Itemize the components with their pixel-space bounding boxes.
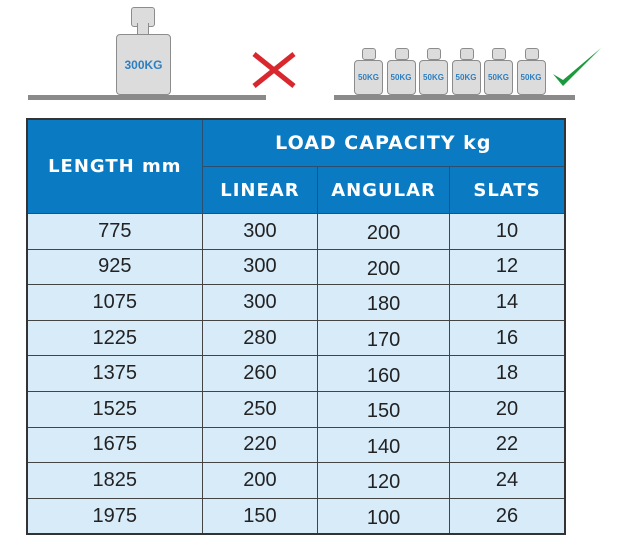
cell-linear: 300 [201, 284, 319, 321]
weight-300kg: 300KG [116, 7, 171, 95]
checkmark-icon [553, 48, 601, 86]
cell-linear: 280 [201, 319, 319, 357]
cell-slats: 14 [448, 284, 566, 321]
cell-linear: 300 [201, 248, 319, 286]
cell-length: 775 [26, 213, 203, 250]
table-row: 1975 150 100 26 [26, 497, 566, 535]
weight-handle [394, 48, 409, 60]
weight-50kg: 50KG [451, 48, 481, 95]
header-load-capacity: LOAD CAPACITY kg [201, 118, 566, 167]
cell-linear: 220 [201, 426, 319, 464]
cell-slats: 12 [448, 248, 566, 286]
cell-linear: 150 [201, 497, 319, 535]
weight-handle [524, 48, 539, 60]
cell-length: 1975 [26, 497, 203, 535]
cell-slats: 24 [448, 462, 566, 499]
cell-length: 1375 [26, 355, 203, 392]
cell-length: 1825 [26, 462, 203, 499]
table-row: 775 300 200 10 [26, 213, 566, 250]
weight-label: 50KG [451, 60, 481, 95]
weight-neck [137, 23, 149, 37]
table-row: 1525 250 150 20 [26, 390, 566, 428]
cell-slats: 10 [448, 213, 566, 250]
cell-angular: 180 [317, 284, 450, 321]
cell-linear: 300 [201, 213, 319, 250]
cell-linear: 250 [201, 390, 319, 428]
table-row: 1675 220 140 22 [26, 426, 566, 464]
header-angular: ANGULAR [317, 166, 450, 214]
cell-angular: 140 [317, 426, 450, 464]
header-linear: LINEAR [201, 166, 319, 214]
weight-label: 50KG [386, 60, 416, 95]
table-row: 1075 300 180 14 [26, 284, 566, 321]
weight-handle [427, 48, 441, 60]
cell-angular: 200 [317, 248, 450, 286]
cross-icon [252, 52, 296, 88]
weight-label: 50KG [354, 60, 383, 95]
shelf-right [334, 95, 575, 100]
table-row: 1825 200 120 24 [26, 462, 566, 499]
weight-label: 50KG [484, 60, 513, 95]
shelf-left [28, 95, 266, 100]
weight-50kg: 50KG [516, 48, 546, 95]
cell-angular: 150 [317, 390, 450, 428]
cell-linear: 200 [201, 462, 319, 499]
weight-handle [362, 48, 376, 60]
table-row: 1375 260 160 18 [26, 355, 566, 392]
cell-length: 1225 [26, 319, 203, 357]
weight-label: 300KG [116, 34, 171, 95]
load-capacity-table: LENGTH mm LOAD CAPACITY kg LINEAR ANGULA… [26, 118, 566, 535]
cell-slats: 22 [448, 426, 566, 464]
table-row: 1225 280 170 16 [26, 319, 566, 357]
weight-label: 50KG [516, 60, 546, 95]
cell-length: 925 [26, 248, 203, 286]
cell-linear: 260 [201, 355, 319, 392]
cell-angular: 160 [317, 355, 450, 392]
weight-50kg: 50KG [419, 48, 448, 95]
weight-50kg: 50KG [354, 48, 383, 95]
cell-length: 1075 [26, 284, 203, 321]
cell-slats: 18 [448, 355, 566, 392]
header-slats: SLATS [448, 166, 566, 214]
cell-slats: 16 [448, 319, 566, 357]
header-length: LENGTH mm [26, 118, 203, 214]
weight-label: 50KG [419, 60, 448, 95]
cell-angular: 200 [317, 213, 450, 250]
weight-handle [459, 48, 474, 60]
weight-handle [492, 48, 506, 60]
cell-angular: 100 [317, 497, 450, 535]
cell-length: 1525 [26, 390, 203, 428]
cell-angular: 120 [317, 462, 450, 499]
cell-length: 1675 [26, 426, 203, 464]
cell-angular: 170 [317, 319, 450, 357]
table-row: 925 300 200 12 [26, 248, 566, 286]
weight-50kg: 50KG [484, 48, 513, 95]
cell-slats: 20 [448, 390, 566, 428]
weight-50kg: 50KG [386, 48, 416, 95]
cell-slats: 26 [448, 497, 566, 535]
